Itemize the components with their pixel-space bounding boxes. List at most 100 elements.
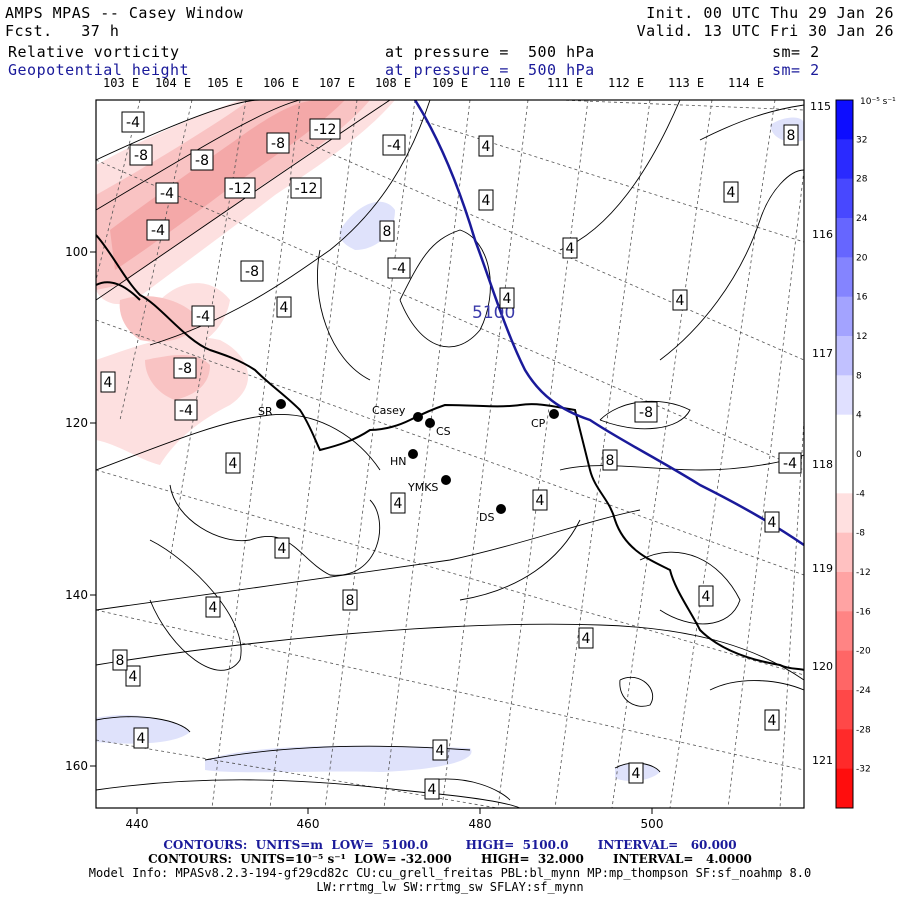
vorticity-label-box [125,665,141,687]
vorticity-label-box [146,219,170,241]
colorbar-label: 28 [856,175,868,185]
colorbar-label: -16 [856,607,871,617]
x-tick-label: 440 [126,817,149,831]
y-axis [90,251,96,767]
vorticity-label-box [173,357,197,379]
valid-time: Valid. 13 UTC Fri 30 Jan 26 [636,22,894,40]
vorticity-label: 4 [104,375,113,391]
vorticity-label: 4 [482,193,491,209]
colorbar-swatch [836,178,853,219]
vorticity-label: -4 [392,261,406,277]
vorticity-label-box [240,260,264,282]
lon-label: 107 E [319,76,356,90]
colorbar-swatch [836,650,853,691]
vorticity-label-box [190,149,214,171]
vorticity-label: 4 [280,300,289,316]
lon-label: 103 E [103,76,140,90]
vorticity-label-box [602,449,618,471]
init-time: Init. 00 UTC Thu 29 Jan 26 [646,4,894,22]
colorbar-label: 16 [856,293,868,303]
colorbar-swatch [836,296,853,337]
vorticity-label-box [628,762,644,784]
height-contour-info: CONTOURS: UNITS=m LOW= 5100.0 HIGH= 5100… [163,838,737,852]
vorticity-label-box [174,399,198,421]
vorticity-contours [96,100,804,808]
station-label: YMKS [407,481,438,494]
vorticity-label: 4 [676,293,685,309]
vorticity-label: -12 [229,181,252,197]
colorbar-swatch [836,768,853,809]
vorticity-label-box [478,189,494,211]
station-marker [413,412,423,422]
vorticity-label-box [478,135,494,157]
x-tick-label: 500 [641,817,664,831]
vorticity-label-box [764,709,780,731]
vorticity-label: -12 [295,181,318,197]
y-tick-label: 160 [65,759,88,773]
vorticity-label-box [112,649,128,671]
forecast-hour: Fcst. 37 h [5,22,120,40]
vorticity-label-box [205,596,221,618]
lon-label: 106 E [263,76,300,90]
vorticity-label: 8 [606,453,615,469]
vorticity-label-box [309,118,341,140]
colorbar-swatch [836,336,853,376]
stations: Casey CS CP SR HN YMKS DS [258,399,559,524]
vorticity-label-box [155,182,179,204]
vorticity-label: 4 [209,600,218,616]
colorbar-swatch [836,218,853,258]
vorticity-label-box [100,371,116,393]
station-label: CP [531,417,546,430]
station-label: CS [436,425,451,438]
vorticity-label: 4 [394,496,403,512]
x-axis [136,808,653,814]
vorticity-label-box [698,585,714,607]
station-label: SR [258,405,273,418]
vorticity-label-box [133,727,149,749]
vorticity-label-box [274,537,290,559]
colorbar-label: 8 [856,371,862,381]
station-label: HN [390,455,407,468]
vorticity-label: 4 [727,185,736,201]
vorticity-label-box [224,177,256,199]
field2-smoothing: sm= 2 [772,61,820,79]
vorticity-label-box [266,132,290,154]
vorticity-label: 4 [229,456,238,472]
lon-label: 105 E [207,76,244,90]
colorbar-swatch [836,611,853,652]
vorticity-label-box [424,778,440,800]
lon-label: 109 E [432,76,469,90]
colorbar-label: 4 [856,411,862,421]
colorbar-swatch [836,729,853,770]
colorbar-swatch [836,454,853,494]
colorbar-swatch [836,493,853,534]
model-info-physics: LW:rrtmg_lw SW:rrtmg_sw SFLAY:sf_mynn [316,880,584,894]
colorbar-label: 0 [856,450,862,460]
vorticity-label: -4 [196,309,210,325]
vorticity-label: -4 [387,138,401,154]
colorbar-swatch [836,532,853,573]
vorticity-label: 4 [503,291,512,307]
station-marker [408,449,418,459]
station-marker [549,409,559,419]
colorbar-label: -8 [856,529,865,539]
colorbar-unit: 10⁻⁵ s⁻¹ [860,97,896,107]
x-tick-label: 480 [469,817,492,831]
lon-label-right: 115 E [810,100,841,113]
y-tick-label: 140 [65,588,88,602]
vorticity-label: 4 [582,631,591,647]
station-label: DS [479,511,494,524]
vorticity-label-box [382,134,406,156]
vorticity-label: 4 [768,515,777,531]
vorticity-label-box [390,492,406,514]
vorticity-label-box [562,237,578,259]
colorbar-swatch [836,572,853,612]
colorbar-label: -12 [856,568,871,578]
colorbar-label: 12 [856,332,867,342]
station-label: Casey [372,404,406,417]
vorticity-label: 4 [482,139,491,155]
vorticity-label: 4 [768,713,777,729]
vorticity-contour-info: CONTOURS: UNITS=10⁻⁵ s⁻¹ LOW= -32.000 HI… [148,852,752,866]
vorticity-label-box [532,489,548,511]
